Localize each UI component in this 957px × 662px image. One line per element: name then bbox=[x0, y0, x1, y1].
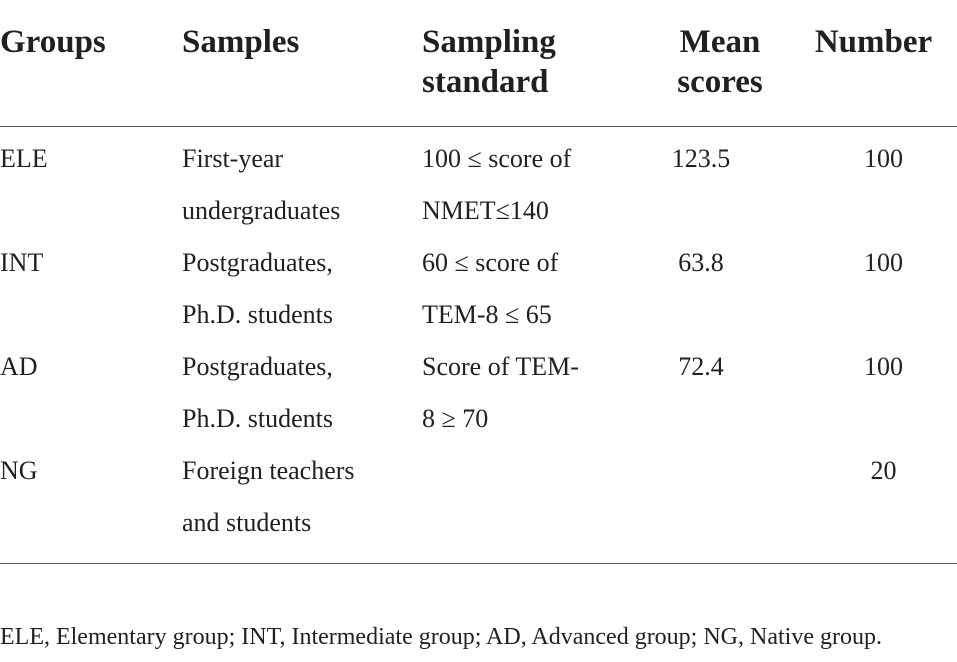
table-row-ele: ELE First-year undergraduates 100 ≤ scor… bbox=[0, 127, 957, 238]
header-groups: Groups bbox=[0, 0, 182, 127]
table-header: Groups Samples Sampling standard Mean sc… bbox=[0, 0, 957, 127]
cell-group: INT bbox=[0, 237, 182, 341]
cell-group: AD bbox=[0, 341, 182, 445]
header-mean-scores-line2: scores bbox=[677, 64, 763, 100]
samples-line1: Postgraduates, bbox=[182, 248, 333, 277]
standard-line1: Score of TEM- bbox=[422, 352, 579, 381]
mean-score-value: 63.8 bbox=[678, 248, 724, 277]
group-label: ELE bbox=[0, 144, 48, 173]
cell-sampling-standard: 100 ≤ score of NMET≤140 bbox=[422, 127, 650, 238]
header-samples: Samples bbox=[182, 0, 422, 127]
mean-score-value: 123.5 bbox=[671, 144, 731, 173]
cell-samples: First-year undergraduates bbox=[182, 127, 422, 238]
cell-sampling-standard bbox=[422, 445, 650, 564]
samples-line2: undergraduates bbox=[182, 196, 341, 225]
header-number-label: Number bbox=[814, 24, 933, 60]
header-sampling-standard-line2: standard bbox=[422, 64, 549, 100]
table-footnote: ELE, Elementary group; INT, Intermediate… bbox=[0, 624, 882, 650]
table-body: ELE First-year undergraduates 100 ≤ scor… bbox=[0, 127, 957, 564]
cell-samples: Postgraduates, Ph.D. students bbox=[182, 237, 422, 341]
samples-line2: Ph.D. students bbox=[182, 300, 333, 329]
cell-mean-score: 63.8 bbox=[650, 237, 790, 341]
header-number: Number bbox=[790, 0, 957, 127]
cell-group: ELE bbox=[0, 127, 182, 238]
standard-line2: TEM-8 ≤ 65 bbox=[422, 300, 552, 329]
standard-line1: 100 ≤ score of bbox=[422, 144, 572, 173]
cell-number: 20 bbox=[790, 445, 957, 564]
header-sampling-standard: Sampling standard bbox=[422, 0, 650, 127]
header-groups-label: Groups bbox=[0, 24, 106, 60]
samples-line1: Postgraduates, bbox=[182, 352, 333, 381]
header-sampling-standard-line1: Sampling bbox=[422, 24, 556, 60]
standard-line1: 60 ≤ score of bbox=[422, 248, 559, 277]
cell-number: 100 bbox=[790, 341, 957, 445]
table-row-ng: NG Foreign teachers and students 20 bbox=[0, 445, 957, 564]
cell-mean-score: 123.5 bbox=[650, 127, 790, 238]
number-value: 100 bbox=[864, 352, 903, 381]
groups-table: Groups Samples Sampling standard Mean sc… bbox=[0, 0, 957, 564]
table-row-ad: AD Postgraduates, Ph.D. students Score o… bbox=[0, 341, 957, 445]
header-mean-scores-line1: Mean bbox=[679, 24, 761, 60]
cell-group: NG bbox=[0, 445, 182, 564]
group-label: INT bbox=[0, 248, 44, 277]
number-value: 20 bbox=[870, 456, 897, 485]
cell-number: 100 bbox=[790, 127, 957, 238]
table-row-int: INT Postgraduates, Ph.D. students 60 ≤ s… bbox=[0, 237, 957, 341]
number-value: 100 bbox=[864, 248, 903, 277]
cell-mean-score bbox=[650, 445, 790, 564]
mean-score-value: 72.4 bbox=[678, 352, 724, 381]
number-value: 100 bbox=[864, 144, 903, 173]
cell-sampling-standard: Score of TEM- 8 ≥ 70 bbox=[422, 341, 650, 445]
samples-line1: First-year bbox=[182, 144, 284, 173]
samples-line2: and students bbox=[182, 508, 312, 537]
header-mean-scores: Mean scores bbox=[650, 0, 790, 127]
cell-samples: Postgraduates, Ph.D. students bbox=[182, 341, 422, 445]
samples-line1: Foreign teachers bbox=[182, 456, 355, 485]
cell-mean-score: 72.4 bbox=[650, 341, 790, 445]
standard-line2: 8 ≥ 70 bbox=[422, 404, 489, 433]
group-label: AD bbox=[0, 352, 38, 381]
group-label: NG bbox=[0, 456, 38, 485]
cell-number: 100 bbox=[790, 237, 957, 341]
cell-samples: Foreign teachers and students bbox=[182, 445, 422, 564]
cell-sampling-standard: 60 ≤ score of TEM-8 ≤ 65 bbox=[422, 237, 650, 341]
standard-line2: NMET≤140 bbox=[422, 196, 549, 225]
groups-table-container: Groups Samples Sampling standard Mean sc… bbox=[0, 0, 957, 564]
header-row: Groups Samples Sampling standard Mean sc… bbox=[0, 0, 957, 127]
samples-line2: Ph.D. students bbox=[182, 404, 333, 433]
header-samples-label: Samples bbox=[182, 24, 300, 60]
